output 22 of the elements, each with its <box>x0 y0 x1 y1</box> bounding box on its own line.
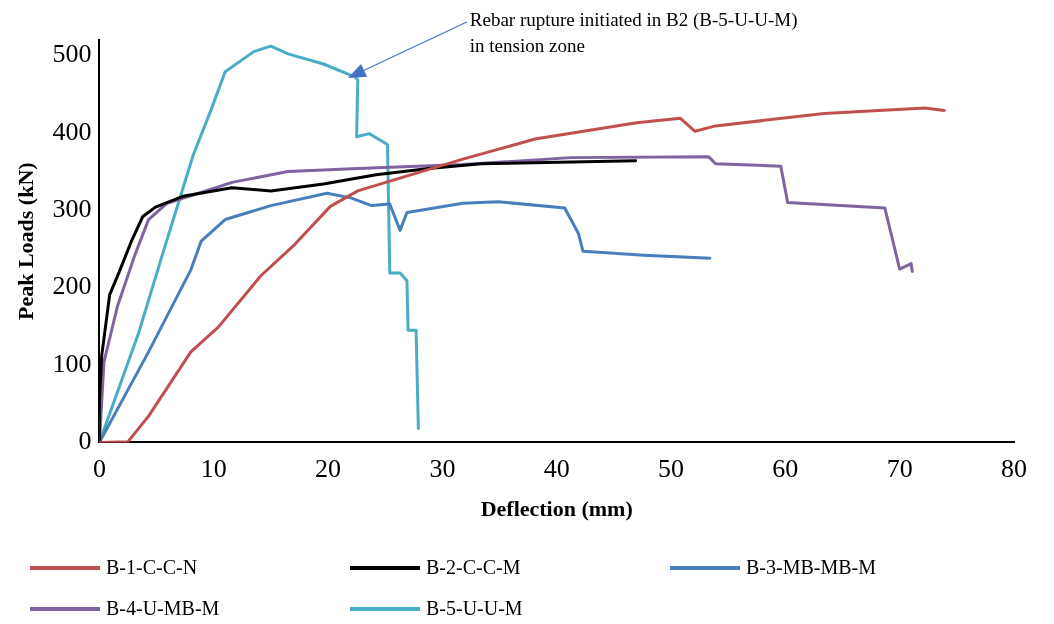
y-tick-label: 100 <box>52 348 92 378</box>
x-tick-label: 10 <box>200 453 227 483</box>
x-tick-label: 50 <box>658 453 685 483</box>
x-tick-label: 40 <box>543 453 570 483</box>
legend-label: B-3-MB-MB-M <box>746 556 877 579</box>
legend-label: B-5-U-U-M <box>426 597 523 620</box>
y-tick-label: 400 <box>52 116 92 146</box>
x-tick-label: 80 <box>1001 453 1027 483</box>
y-tick-label: 200 <box>52 271 92 301</box>
annotation: Rebar rupture initiated in B2 (B-5-U-U-M) in tension zone <box>469 9 798 57</box>
x-tick-label: 20 <box>315 453 342 483</box>
x-axis-title: Deflection (mm) <box>480 496 633 522</box>
x-tick-label: 60 <box>772 453 799 483</box>
x-tick-label: 30 <box>429 453 456 483</box>
y-axis-title: Peak Loads (kN) <box>12 162 38 321</box>
y-tick-label: 0 <box>78 426 92 456</box>
x-tick-label: 70 <box>886 453 913 483</box>
legend-label: B-2-C-C-M <box>426 556 521 579</box>
y-tick-label: 500 <box>52 39 92 69</box>
y-tick-label: 300 <box>52 194 92 224</box>
legend-label: B-1-C-C-N <box>106 556 198 579</box>
legend-label: B-4-U-MB-M <box>106 597 220 620</box>
